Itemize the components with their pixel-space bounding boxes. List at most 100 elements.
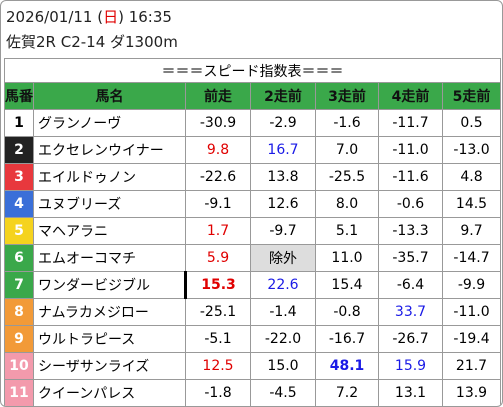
horse-number: 4: [4, 190, 34, 218]
speed-index: -4.5: [250, 379, 316, 406]
column-header: 馬番: [4, 82, 34, 110]
speed-index: 9.7: [441, 217, 502, 245]
horse-row: 9 ウルトラピース -5.1 -22.0 -16.7 -26.7 -19.4: [4, 325, 502, 353]
column-header: 馬名: [33, 82, 186, 110]
horse-name: クイーンパレス: [33, 379, 186, 406]
horse-number: 2: [4, 136, 34, 164]
speed-index: 7.2: [315, 379, 379, 406]
speed-index: -22.6: [185, 163, 251, 191]
horse-number: 5: [4, 217, 34, 245]
horse-number: 6: [4, 244, 34, 272]
speed-index: -25.5: [315, 163, 379, 191]
speed-index: 16.7: [250, 136, 316, 164]
horse-name: シーザサンライズ: [33, 352, 186, 380]
speed-table: ＝＝＝スピード指数表＝＝＝ 馬番 馬名 前走 2走前 3走前 4走前 5走前 1 グランノーヴ -3…: [3, 58, 502, 406]
speed-index: -13.0: [441, 136, 502, 164]
speed-index: 7.0: [315, 136, 379, 164]
speed-index: 15.0: [250, 352, 316, 380]
horse-row: 6 エムオーコマチ 5.9 除外 11.0 -35.7 -14.7: [4, 244, 502, 272]
speed-index: -11.0: [378, 136, 443, 164]
horse-row: 4 ユヌブリーズ -9.1 12.6 8.0 -0.6 14.5: [4, 190, 502, 218]
speed-index: -22.0: [250, 325, 316, 353]
horse-number: 9: [4, 325, 34, 353]
date: 2026/01/11 (: [6, 8, 104, 26]
horse-row: 3 エイルドゥノン -22.6 13.8 -25.5 -11.6 4.8: [4, 163, 502, 191]
horse-number: 3: [4, 163, 34, 191]
speed-index: 15.3: [184, 271, 251, 299]
speed-index: 15.9: [378, 352, 443, 380]
speed-index: 1.7: [185, 217, 251, 245]
horse-number: 8: [4, 298, 34, 326]
column-header: 3走前: [315, 82, 379, 110]
horse-number: 1: [4, 109, 34, 137]
horse-name: エムオーコマチ: [33, 244, 186, 272]
title-row: ＝＝＝スピード指数表＝＝＝: [3, 58, 502, 83]
race-info: 佐賀2R C2-14 ダ1300m: [6, 33, 178, 51]
speed-index: 33.7: [378, 298, 443, 326]
horse-row: 5 マヘアラニ 1.7 -9.7 5.1 -13.3 9.7: [4, 217, 502, 245]
weekday: 日: [103, 8, 119, 26]
speed-index: 9.8: [185, 136, 251, 164]
speed-index: -9.7: [250, 217, 316, 245]
date-line: 2026/01/11 (日) 16:35: [6, 6, 172, 27]
table-title: ＝＝＝スピード指数表＝＝＝: [3, 58, 502, 83]
speed-index: -30.9: [185, 109, 251, 137]
speed-index: 14.5: [441, 190, 502, 218]
speed-index: 13.1: [378, 379, 443, 406]
speed-index: 0.5: [441, 109, 502, 137]
speed-index: -11.0: [441, 298, 502, 326]
speed-index: -9.9: [441, 271, 502, 299]
horse-name: エイルドゥノン: [33, 163, 186, 191]
horse-row: 2 エクセレンウイナー 9.8 16.7 7.0 -11.0 -13.0: [4, 136, 502, 164]
speed-index: 5.9: [185, 244, 251, 272]
speed-index: 21.7: [441, 352, 502, 380]
horse-row: 11 クイーンパレス -1.8 -4.5 7.2 13.1 13.9: [4, 379, 502, 406]
speed-index: -11.6: [378, 163, 443, 191]
speed-index: -19.4: [441, 325, 502, 353]
speed-index: 除外: [250, 244, 316, 272]
column-header: 5走前: [441, 82, 502, 110]
speed-index: 15.4: [315, 271, 379, 299]
horse-number: 7: [4, 271, 34, 299]
horse-number: 11: [4, 379, 34, 406]
speed-index: -5.1: [185, 325, 251, 353]
speed-index: 5.1: [315, 217, 379, 245]
header-row: 馬番 馬名 前走 2走前 3走前 4走前 5走前: [4, 82, 502, 110]
speed-index: 13.9: [441, 379, 502, 406]
speed-index: 22.6: [250, 271, 316, 299]
speed-index: 13.8: [250, 163, 316, 191]
column-header: 2走前: [250, 82, 316, 110]
speed-index: -1.6: [315, 109, 379, 137]
speed-index: 12.5: [185, 352, 251, 380]
horse-name: エクセレンウイナー: [33, 136, 186, 164]
speed-index: -35.7: [378, 244, 443, 272]
horse-name: ワンダービジブル: [33, 271, 186, 299]
speed-index: -2.9: [250, 109, 316, 137]
speed-index: -6.4: [378, 271, 443, 299]
horse-name: ウルトラピース: [33, 325, 186, 353]
speed-index: -1.8: [185, 379, 251, 406]
column-header: 4走前: [378, 82, 443, 110]
horse-name: ユヌブリーズ: [33, 190, 186, 218]
speed-index: -9.1: [185, 190, 251, 218]
speed-index: 8.0: [315, 190, 379, 218]
column-header: 前走: [185, 82, 251, 110]
speed-index: -0.8: [315, 298, 379, 326]
speed-index: 4.8: [441, 163, 502, 191]
time: ) 16:35: [118, 8, 172, 26]
speed-index: -25.1: [185, 298, 251, 326]
horse-row: 8 ナムラカメジロー -25.1 -1.4 -0.8 33.7 -11.0: [4, 298, 502, 326]
horse-name: ナムラカメジロー: [33, 298, 186, 326]
speed-index: -1.4: [250, 298, 316, 326]
horse-number: 10: [4, 352, 34, 380]
speed-index: -11.7: [378, 109, 443, 137]
speed-index: 48.1: [315, 352, 379, 380]
horse-name: グランノーヴ: [33, 109, 186, 137]
speed-index: -16.7: [315, 325, 379, 353]
horse-row: 1 グランノーヴ -30.9 -2.9 -1.6 -11.7 0.5: [4, 109, 502, 137]
speed-index: -13.3: [378, 217, 443, 245]
speed-index: -0.6: [378, 190, 443, 218]
horse-name: マヘアラニ: [33, 217, 186, 245]
horse-row: 10 シーザサンライズ 12.5 15.0 48.1 15.9 21.7: [4, 352, 502, 380]
